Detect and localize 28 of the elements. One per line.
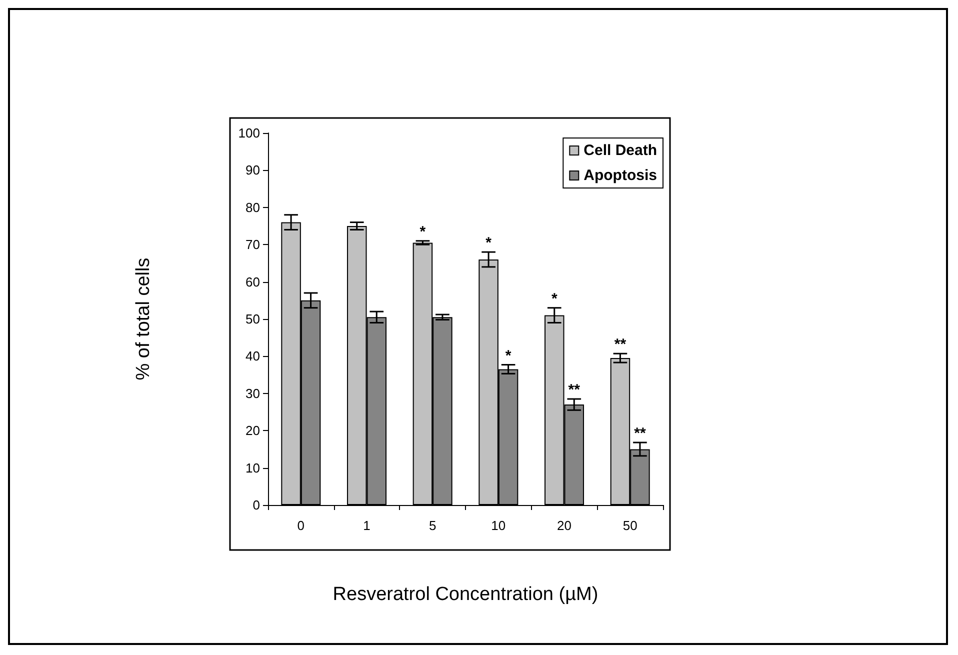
y-tick-label: 0 — [252, 498, 260, 512]
y-tick-label: 20 — [246, 423, 260, 438]
annotation: * — [505, 347, 512, 364]
x-tick-label: 50 — [622, 518, 638, 533]
x-tick-label: 1 — [363, 518, 370, 533]
y-tick-label: 30 — [246, 386, 260, 401]
y-axis-title: % of total cells — [133, 258, 154, 380]
legend-label: Apoptosis — [584, 167, 657, 184]
y-tick-label: 90 — [246, 162, 260, 178]
x-tick-label: 10 — [491, 518, 506, 533]
legend-label: Cell Death — [584, 142, 658, 159]
annotation: * — [486, 234, 492, 252]
annotation: ** — [634, 425, 646, 442]
annotation: ** — [568, 381, 580, 398]
y-tick-label: 40 — [246, 348, 260, 364]
x-tick-label: 5 — [428, 518, 436, 533]
y-tick-label: 70 — [246, 237, 260, 252]
x-axis-title: Resveratrol Concentration (µM) — [332, 584, 598, 605]
x-tick-label: 20 — [557, 518, 572, 533]
annotation: * — [551, 290, 558, 308]
y-tick-label: 50 — [246, 312, 260, 326]
y-tick-label: 80 — [246, 200, 260, 215]
x-tick-label: 0 — [297, 518, 305, 533]
annotation: * — [420, 223, 426, 240]
annotation: ** — [614, 336, 626, 354]
y-tick-label: 100 — [238, 126, 260, 140]
y-tick-label: 60 — [246, 274, 260, 290]
y-tick-label: 10 — [246, 460, 260, 476]
